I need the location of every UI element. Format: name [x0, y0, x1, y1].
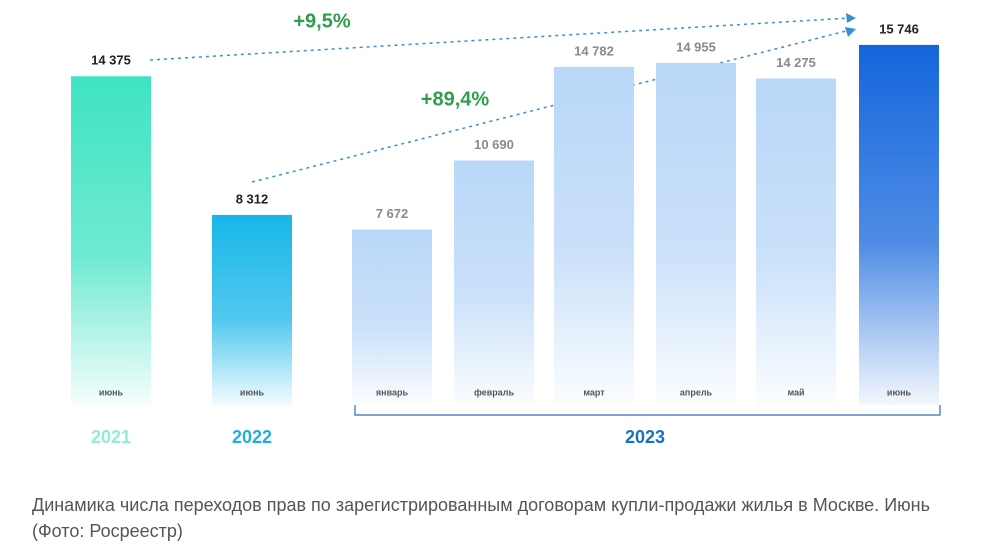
category-label: апрель	[680, 387, 713, 397]
bar	[859, 44, 939, 406]
category-label: январь	[376, 387, 409, 397]
caption: Динамика числа переходов прав по зарегис…	[32, 495, 930, 541]
category-label: июнь	[99, 387, 124, 397]
year-label: 2023	[625, 427, 665, 447]
value-label: 14 782	[574, 43, 614, 58]
bar	[71, 76, 151, 406]
bar	[656, 62, 736, 405]
value-label: 10 690	[474, 137, 514, 152]
category-label: июнь	[240, 387, 265, 397]
bar	[212, 214, 292, 405]
value-label: 14 275	[776, 55, 816, 70]
value-label: 14 375	[91, 53, 131, 68]
bar	[352, 229, 432, 405]
value-label: 8 312	[236, 191, 269, 206]
value-label: 14 955	[676, 39, 716, 54]
year-label: 2022	[232, 427, 272, 447]
arrow-head	[845, 27, 856, 37]
year-label: 2021	[91, 427, 131, 447]
bar	[454, 160, 534, 405]
annotation: +9,5%	[293, 10, 350, 32]
trend-arrow	[251, 29, 851, 183]
trend-arrow	[149, 17, 851, 61]
category-label: май	[787, 387, 804, 397]
chart: +9,5% +89,4% 14 375 июнь 8 312 июнь 7 672 янв…	[71, 10, 941, 447]
value-label: 15 746	[879, 21, 919, 36]
category-label: март	[583, 387, 605, 397]
arrow-head	[846, 13, 856, 23]
year-bracket	[354, 405, 941, 416]
category-label: февраль	[474, 387, 515, 397]
bar	[554, 66, 634, 405]
category-label: июнь	[887, 387, 912, 397]
bar	[756, 78, 836, 405]
value-label: 7 672	[376, 206, 409, 221]
annotation: +89,4%	[421, 88, 490, 110]
